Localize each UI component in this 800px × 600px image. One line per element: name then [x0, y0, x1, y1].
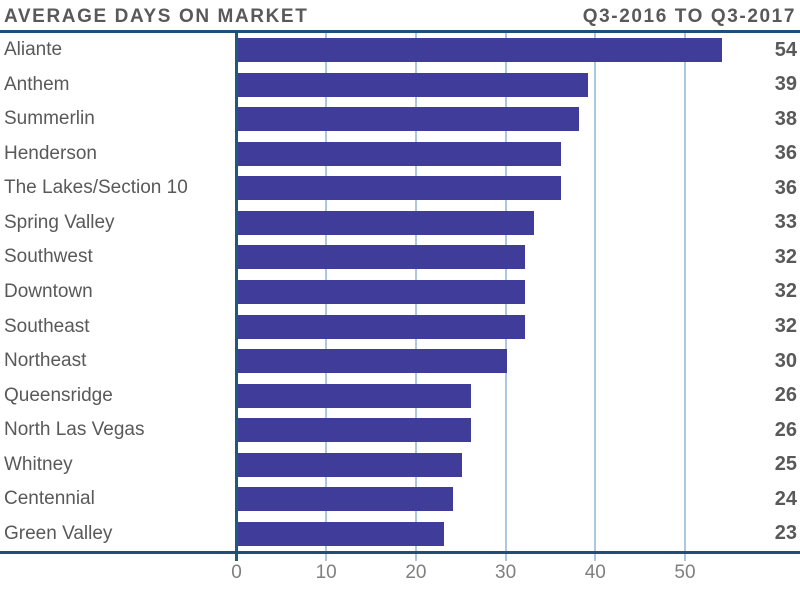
category-label: Downtown: [4, 280, 93, 302]
category-label: Whitney: [4, 453, 73, 475]
chart-title: AVERAGE DAYS ON MARKET: [4, 6, 309, 27]
chart-header: AVERAGE DAYS ON MARKET Q3-2016 TO Q3-201…: [0, 4, 800, 30]
axis-tick-label-30: 30: [495, 562, 517, 583]
axis-tick-label-50: 50: [674, 562, 696, 583]
value-label: 26: [774, 418, 797, 441]
category-label: Aliante: [4, 39, 63, 61]
category-label: Northeast: [4, 350, 87, 372]
axis-tick-label-0: 0: [231, 562, 242, 583]
value-label: 30: [774, 349, 797, 372]
category-label: North Las Vegas: [4, 419, 145, 441]
category-label: Queensridge: [4, 384, 113, 406]
axis-tick-label-20: 20: [405, 562, 427, 583]
bar: [238, 176, 561, 201]
y-axis-line: [235, 33, 238, 561]
value-label: 23: [774, 522, 797, 545]
value-label: 36: [774, 142, 797, 165]
value-label: 38: [774, 107, 797, 130]
bar: [238, 210, 534, 235]
category-label: The Lakes/Section 10: [4, 177, 188, 199]
value-label: 25: [774, 453, 797, 476]
value-label: 24: [774, 487, 797, 510]
category-label: Henderson: [4, 142, 97, 164]
value-label: 39: [774, 73, 797, 96]
header-divider-line: [0, 30, 800, 33]
value-label: 32: [774, 280, 797, 303]
bar: [238, 245, 526, 270]
bar: [238, 314, 526, 339]
value-label: 32: [774, 245, 797, 268]
value-label: 36: [774, 176, 797, 199]
gridline-40: [594, 33, 597, 561]
value-label: 32: [774, 315, 797, 338]
axis-tick-label-40: 40: [584, 562, 606, 583]
bar: [238, 487, 454, 512]
bar: [238, 107, 579, 132]
category-label: Southwest: [4, 246, 93, 268]
axis-baseline: [0, 551, 800, 554]
category-label: Southeast: [4, 315, 90, 337]
bar: [238, 521, 445, 546]
category-label: Anthem: [4, 73, 70, 95]
bar: [238, 38, 723, 63]
bar: [238, 349, 508, 374]
chart-period-label: Q3-2016 TO Q3-2017: [582, 6, 796, 27]
axis-tick-label-10: 10: [315, 562, 337, 583]
x-axis-tick-labels: 0 10 20 30 40 50: [0, 560, 800, 588]
category-label: Green Valley: [4, 522, 113, 544]
bar: [238, 280, 526, 304]
category-label: Summerlin: [4, 108, 95, 130]
category-label: Centennial: [4, 488, 95, 510]
bar: [238, 452, 463, 477]
bar-chart-plot-area: Aliante 54 Anthem 39 Summerlin 38 Henderson 36 T…: [0, 33, 800, 561]
bar: [238, 72, 588, 97]
value-label: 33: [774, 211, 797, 234]
value-label: 26: [774, 384, 797, 407]
gridline-50: [684, 33, 686, 561]
value-label: 54: [774, 38, 797, 61]
bar: [238, 418, 472, 443]
category-label: Spring Valley: [4, 211, 115, 233]
bar: [238, 383, 472, 408]
bar: [238, 141, 561, 166]
